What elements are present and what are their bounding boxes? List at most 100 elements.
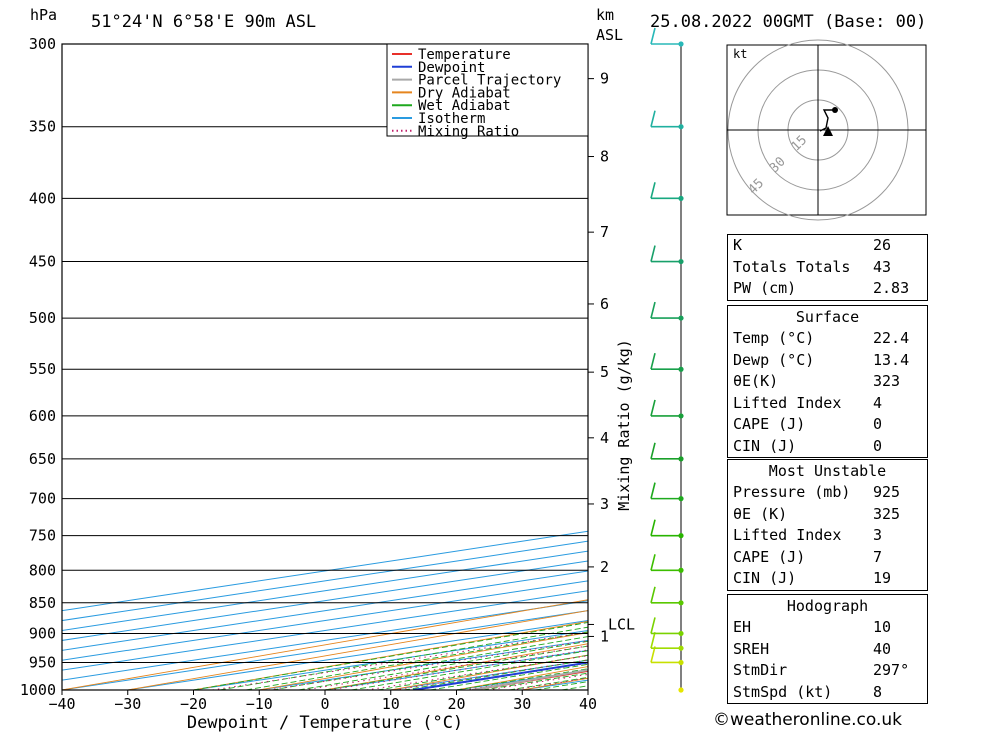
legend-entry: Isotherm xyxy=(418,111,485,127)
mu-key: CIN (J) xyxy=(733,569,797,587)
hodo-value: 10 xyxy=(873,618,892,636)
pressure-tick-label: 850 xyxy=(29,594,56,612)
pressure-tick-label: 700 xyxy=(29,490,56,508)
wind-barb-flag xyxy=(650,646,656,663)
legend-entry: Temperature xyxy=(418,47,511,63)
dry-adiabat-line xyxy=(193,621,588,690)
wind-barb-flag xyxy=(650,110,656,127)
x-tick-label: 0 xyxy=(320,695,329,713)
wind-barb-flag xyxy=(650,301,656,319)
mu-value: 325 xyxy=(873,504,901,523)
surface-title: Surface xyxy=(795,308,860,326)
wind-barb-flag xyxy=(650,399,656,417)
pressure-tick-label: 800 xyxy=(29,561,56,579)
km-tick-label: 1 xyxy=(600,627,609,645)
hodograph-trace xyxy=(819,109,835,132)
dry-adiabat-line xyxy=(983,44,1000,690)
wind-level-dot xyxy=(678,687,684,693)
surface-table: Surface Temp (°C) 22.4 Dewp (°C) 13.4 θE(K… xyxy=(727,305,928,458)
km-tick-label: 8 xyxy=(600,148,609,166)
lcl-label: LCL xyxy=(608,615,635,633)
x-tick-label: −20 xyxy=(180,695,207,713)
storm-motion-triangle xyxy=(823,126,833,136)
wind-barb-flag xyxy=(650,482,656,499)
isotherm-line xyxy=(62,550,588,632)
mu-key: θE (K) xyxy=(733,504,788,523)
index-key: K xyxy=(733,236,743,254)
surface-value: 323 xyxy=(873,372,901,390)
km-tick-label: 6 xyxy=(600,295,609,313)
surface-row: Dewp (°C) 13.4 xyxy=(728,350,927,372)
wind-barb-flag xyxy=(650,554,656,571)
hodo-row: SREH 40 xyxy=(728,639,927,661)
mixing-ratio-line xyxy=(328,649,588,690)
mu-row: Pressure (mb) 925 xyxy=(728,482,927,504)
mu-value: 7 xyxy=(873,547,883,566)
pressure-tick-label: 300 xyxy=(29,35,56,53)
isotherm-line xyxy=(127,620,588,690)
mixing-ratio-line xyxy=(303,645,588,690)
pressure-tick-label: 500 xyxy=(29,309,56,327)
hodo-key: StmSpd (kt) xyxy=(733,682,833,701)
km-tick-label: 5 xyxy=(600,363,609,381)
x-tick-label: 30 xyxy=(513,695,531,713)
wind-barb-flag xyxy=(650,631,656,649)
km-tick-label: 7 xyxy=(600,223,609,241)
pressure-tick-label: 900 xyxy=(29,624,56,642)
surface-value: 0 xyxy=(873,436,883,455)
hodograph-title: Hodograph xyxy=(786,597,869,615)
mu-row: Lifted Index 3 xyxy=(728,525,927,547)
pressure-tick-label: 350 xyxy=(29,118,56,136)
pressure-tick-label: 450 xyxy=(29,253,56,271)
dry-adiabat-line xyxy=(62,599,588,690)
mixing-ratio-axis-label: Mixing Ratio (g/kg) xyxy=(615,339,633,511)
wind-barb-flag xyxy=(650,245,656,262)
surface-key: Temp (°C) xyxy=(733,329,815,347)
index-row-k: K 26 xyxy=(728,235,927,257)
asl-label: ASL xyxy=(596,26,623,44)
station-title: 51°24'N 6°58'E 90m ASL xyxy=(91,12,316,32)
index-key: PW (cm) xyxy=(733,279,797,297)
mixing-ratio-line xyxy=(212,631,588,690)
wind-barb-flag xyxy=(650,353,656,370)
index-row-totals: Totals Totals 43 xyxy=(728,257,927,279)
hodo-key: SREH xyxy=(733,639,770,658)
km-tick-label: 2 xyxy=(600,558,609,576)
mu-row: CAPE (J) 7 xyxy=(728,547,927,569)
hodo-value: 8 xyxy=(873,682,883,701)
legend-entry: Mixing Ratio xyxy=(418,124,519,140)
surface-value: 13.4 xyxy=(873,350,910,369)
surface-key: CIN (J) xyxy=(733,436,797,455)
mu-row: θE (K) 325 xyxy=(728,504,927,526)
mu-key: Lifted Index xyxy=(733,526,842,544)
isotherm-line xyxy=(62,570,588,651)
mu-value: 3 xyxy=(873,526,883,544)
hodo-value: 40 xyxy=(873,639,892,658)
pressure-tick-label: 400 xyxy=(29,189,56,207)
km-tick-label: 9 xyxy=(600,70,609,88)
x-tick-label: −30 xyxy=(114,695,141,713)
km-label: km xyxy=(596,6,614,24)
most-unstable-title: Most Unstable xyxy=(768,462,887,480)
wind-barb-flag xyxy=(650,442,656,460)
hodograph-kt-label: kt xyxy=(733,47,747,61)
mu-key: CAPE (J) xyxy=(733,547,806,566)
index-row-pw: PW (cm) 2.83 xyxy=(728,278,927,300)
hodo-row: StmDir 297° xyxy=(728,660,927,682)
index-value: 2.83 xyxy=(873,279,910,297)
surface-key: CAPE (J) xyxy=(733,415,806,433)
indices-table: K 26 Totals Totals 43 PW (cm) 2.83 xyxy=(727,234,928,301)
surface-row: Lifted Index 4 xyxy=(728,393,927,415)
legend-entry: Dewpoint xyxy=(418,60,485,76)
index-key: Totals Totals xyxy=(733,257,851,276)
mu-value: 19 xyxy=(873,569,892,587)
hodograph-table: Hodograph EH 10 SREH 40 StmDir 297° StmSpd … xyxy=(727,594,928,704)
wind-barb-flag xyxy=(650,519,656,536)
pressure-tick-label: 750 xyxy=(29,527,56,545)
hodo-row: EH 10 xyxy=(728,617,927,639)
hodo-row: StmSpd (kt) 8 xyxy=(728,682,927,704)
credit-link[interactable]: ©weatheronline.co.uk xyxy=(713,710,903,730)
surface-key: Lifted Index xyxy=(733,393,842,412)
